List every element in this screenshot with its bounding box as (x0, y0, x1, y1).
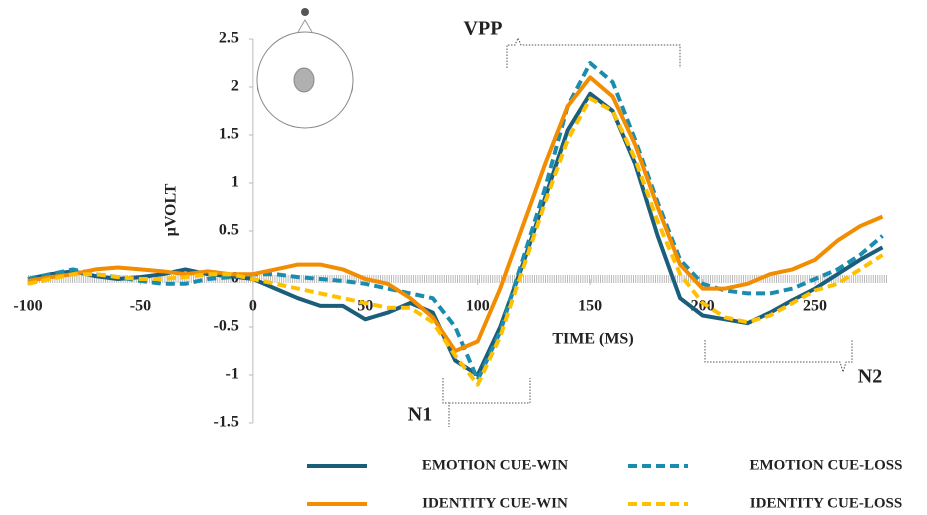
y-tick-label: -0.5 (214, 318, 239, 335)
annotation: N1 (408, 404, 432, 426)
series-line (27, 75, 884, 353)
y-tick-label: -1 (226, 366, 239, 383)
x-tick-label: 200 (691, 298, 715, 315)
legend-label: IDENTITY CUE-WIN (422, 495, 568, 511)
x-tick-label: 100 (466, 298, 490, 315)
x-tick-label: -50 (130, 298, 151, 315)
head-icon (256, 8, 354, 129)
y-tick-label: 0.5 (219, 222, 239, 239)
legend-label: EMOTION CUE-LOSS (750, 457, 903, 473)
series-line (27, 61, 884, 382)
annotation: VPP (464, 18, 503, 40)
y-tick-label: 1.5 (219, 126, 239, 143)
x-tick-label: 50 (357, 298, 373, 315)
x-axis-label: TIME (MS) (552, 331, 633, 348)
y-tick-label: -1.5 (214, 414, 239, 431)
y-tick-label: 2.5 (219, 30, 239, 47)
y-tick-label: 1 (231, 174, 239, 191)
x-tick-label: -100 (13, 298, 42, 315)
annotation: N2 (858, 366, 882, 388)
x-tick-label: 150 (578, 298, 602, 315)
y-axis-label: µVOLT (163, 183, 180, 236)
x-tick-label: 250 (803, 298, 827, 315)
y-tick-label: 2 (231, 78, 239, 95)
brackets (442, 36, 853, 427)
legend-label: EMOTION CUE-WIN (422, 457, 568, 473)
x-tick-label: 0 (249, 298, 257, 315)
series-line (27, 96, 884, 387)
legend-label: IDENTITY CUE-LOSS (750, 495, 902, 511)
series-line (27, 91, 884, 377)
